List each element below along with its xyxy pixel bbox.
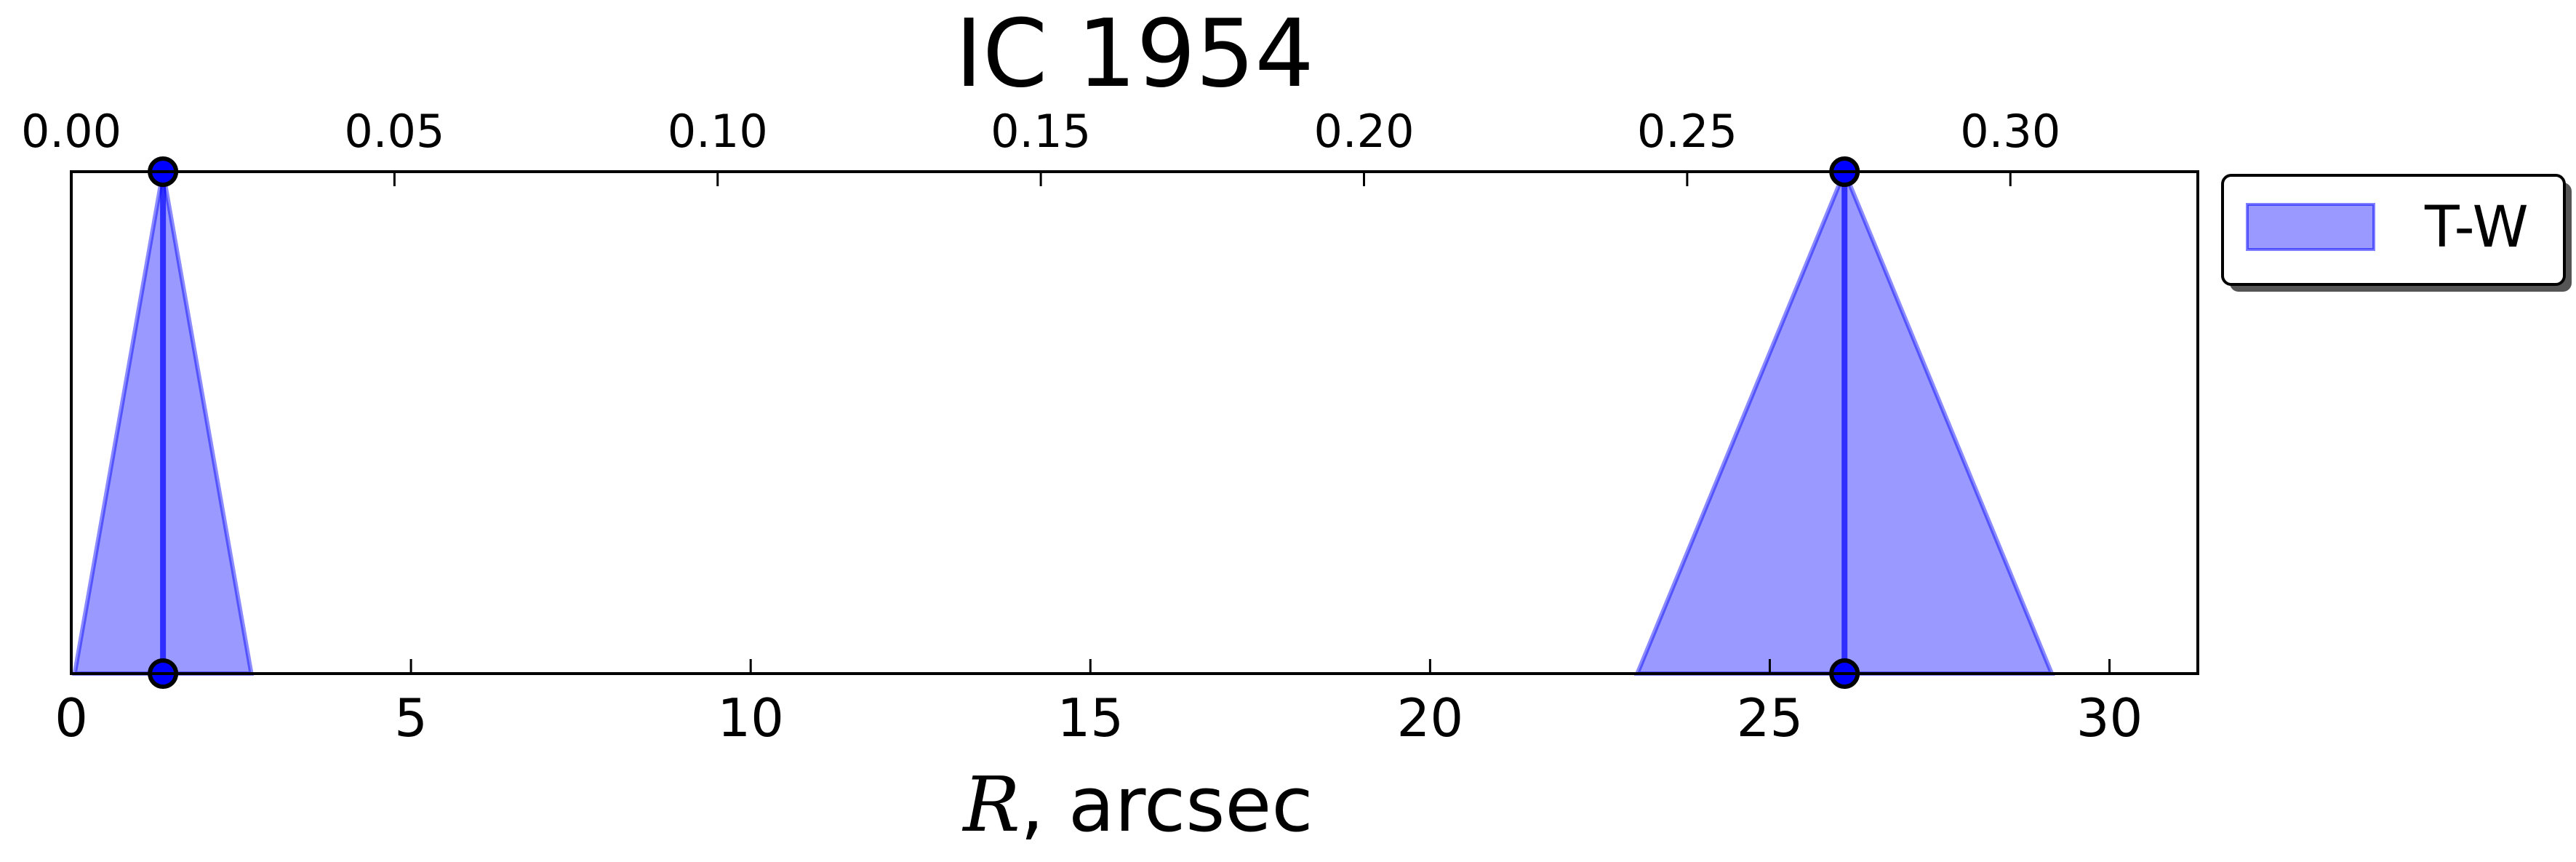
legend-box: [2221, 174, 2566, 286]
x-tick-label: 5: [394, 687, 428, 749]
x-tick-label: 10: [717, 687, 784, 749]
x-tick-label: 20: [1397, 687, 1464, 749]
x-axis-label: R, arcsec: [961, 760, 1313, 849]
x-tick-label: 0: [55, 687, 88, 749]
axis-ticks: 0 5 10 15 20 25 30 0.00 0.05 0.10 0.15 0.20 0.25 0.30: [21, 105, 2143, 749]
top-tick-label: 0.10: [668, 105, 768, 158]
legend: T-W: [2221, 174, 2572, 292]
legend-swatch: [2246, 203, 2375, 251]
x-axis-label-variable: R: [961, 760, 1020, 849]
plot-frame: [70, 170, 2199, 675]
top-tick-label: 0.25: [1637, 105, 1737, 158]
top-tick-label: 0.05: [344, 105, 444, 158]
chart-title: IC 1954: [955, 0, 1314, 108]
x-tick-label: 30: [2076, 687, 2143, 749]
x-axis-label-unit: , arcsec: [1020, 760, 1313, 849]
top-tick-label: 0.15: [991, 105, 1091, 158]
top-tick-label: 0.20: [1313, 105, 1414, 158]
x-tick-label: 25: [1737, 687, 1804, 749]
x-tick-label: 15: [1057, 687, 1124, 749]
top-tick-label: 0.30: [1960, 105, 2060, 158]
legend-label: T-W: [2424, 195, 2529, 260]
top-tick-label: 0.00: [21, 105, 121, 158]
plot-area: [70, 156, 2199, 689]
